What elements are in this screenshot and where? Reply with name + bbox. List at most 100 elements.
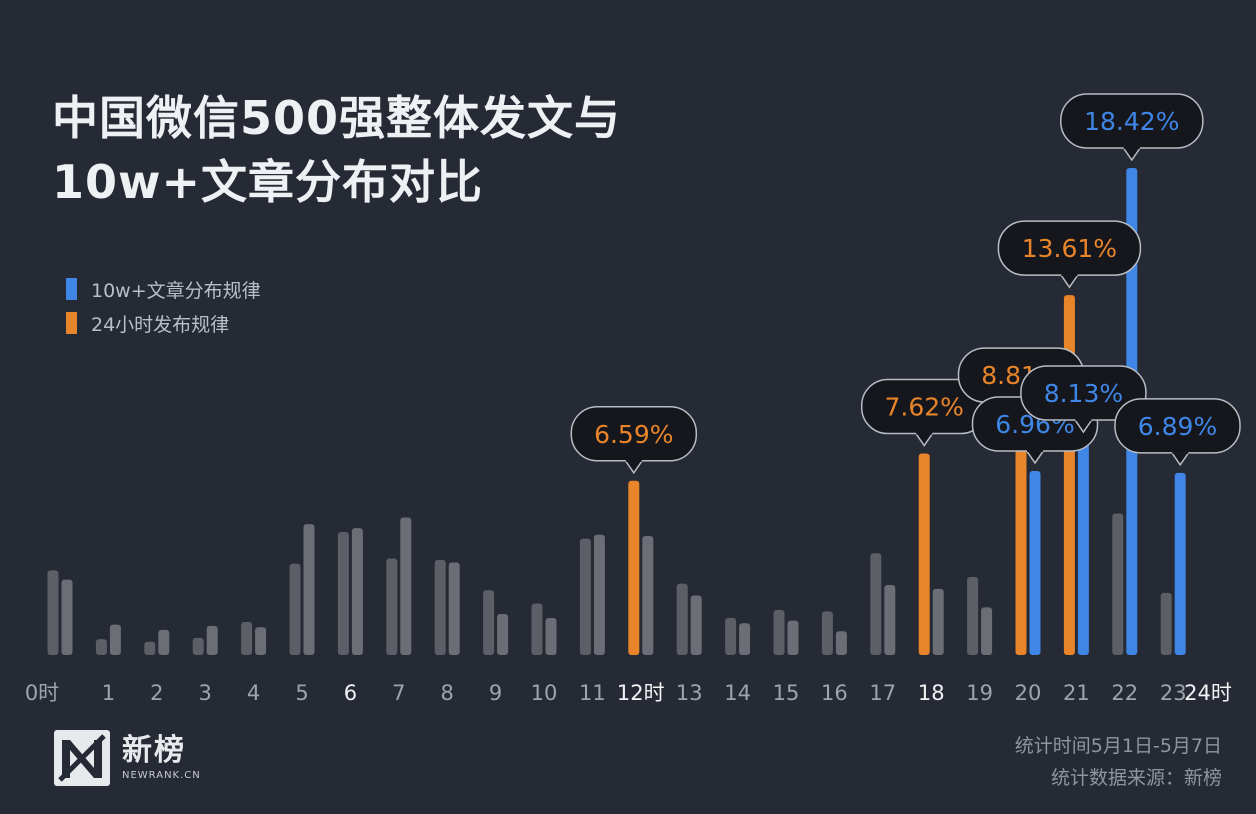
bar-10w-hour-3	[206, 625, 218, 655]
bar-10w-hour-0	[61, 579, 73, 655]
logo-text-en: NEWRANK.CN	[122, 770, 201, 781]
chart-title-line-2: 10w+文章分布对比	[52, 155, 484, 209]
x-tick-label-5: 5	[295, 681, 308, 705]
logo-text-cn: 新榜	[122, 733, 186, 768]
x-tick-label-7: 7	[392, 681, 405, 705]
bar-10w-hour-17	[884, 584, 896, 655]
bar-10w-hour-20	[1029, 470, 1041, 655]
newrank-n-logo-icon	[54, 730, 110, 786]
bar-10w-hour-4	[255, 627, 267, 655]
bar-10w-hour-1	[109, 624, 121, 655]
bar-24h-hour-14	[725, 617, 737, 655]
bar-24h-hour-5	[289, 563, 301, 655]
x-tick-label-6: 6	[344, 681, 357, 705]
callout-label-6: 18.42%	[1084, 107, 1179, 136]
callout-seam-4	[1027, 447, 1043, 452]
callout-seam-0	[625, 457, 642, 462]
bar-24h-hour-3	[192, 637, 204, 655]
newrank-logo: 新榜 NEWRANK.CN	[54, 730, 201, 786]
x-tick-label-20: 20	[1015, 681, 1042, 705]
callout-label-7: 6.89%	[1138, 412, 1217, 441]
legend-swatch-orange	[66, 312, 77, 334]
x-tick-label-3: 3	[199, 681, 212, 705]
bar-24h-hour-10	[531, 603, 543, 655]
callout-label-1: 7.62%	[884, 393, 963, 422]
bar-10w-hour-8	[448, 562, 460, 655]
bar-10w-hour-5	[303, 524, 315, 655]
callout-label-5: 8.13%	[1044, 379, 1123, 408]
callout-seam-6	[1123, 145, 1140, 149]
bar-24h-hour-7	[386, 558, 398, 655]
x-tick-label-19: 19	[966, 681, 993, 705]
bar-24h-hour-19	[967, 577, 979, 655]
bar-24h-hour-18	[918, 453, 930, 655]
x-tick-label-11: 11	[579, 681, 606, 705]
x-tick-label-9: 9	[489, 681, 502, 705]
bar-24h-hour-2	[144, 641, 156, 655]
x-tick-label-16: 16	[821, 681, 848, 705]
chart-title: 中国微信500强整体发文与 10w+文章分布对比	[52, 86, 621, 214]
bar-24h-hour-6	[337, 532, 349, 655]
chart-title-line-1: 中国微信500强整体发文与	[52, 91, 622, 145]
bar-10w-hour-14	[739, 623, 751, 655]
bar-10w-hour-13	[690, 595, 702, 655]
x-tick-label-4: 4	[247, 681, 260, 705]
legend-label-24h: 24小时发布规律	[91, 313, 230, 336]
x-tick-label-13: 13	[676, 681, 703, 705]
bar-10w-hour-9	[497, 614, 509, 655]
bar-24h-hour-13	[676, 583, 688, 655]
bar-24h-hour-4	[241, 621, 253, 655]
x-tick-label-15: 15	[773, 681, 800, 705]
x-tick-label-10: 10	[531, 681, 558, 705]
footer-notes: 统计时间5月1日-5月7日 统计数据来源：新榜	[1015, 730, 1222, 794]
bar-24h-hour-23	[1160, 592, 1172, 655]
x-tick-label-18: 18	[918, 681, 945, 705]
bar-24h-hour-0	[47, 570, 59, 655]
legend-swatch-blue	[66, 278, 77, 300]
bar-10w-hour-23	[1174, 472, 1186, 655]
bar-24h-hour-17	[870, 553, 882, 655]
bar-10w-hour-2	[158, 629, 170, 655]
x-tick-label-1: 1	[102, 681, 115, 705]
bar-24h-hour-1	[95, 639, 107, 655]
x-tick-label-17: 17	[869, 681, 896, 705]
bar-10w-hour-19	[981, 607, 993, 655]
bar-10w-hour-10	[545, 617, 557, 655]
bar-10w-hour-21	[1077, 440, 1089, 655]
legend: 10w+文章分布规律 24小时发布规律	[66, 272, 261, 340]
bar-10w-hour-7	[400, 517, 412, 655]
x-tick-label-14: 14	[724, 681, 751, 705]
bar-24h-hour-15	[773, 610, 785, 655]
bar-10w-hour-16	[835, 631, 847, 655]
legend-label-10w: 10w+文章分布规律	[91, 279, 261, 302]
bar-24h-hour-8	[434, 559, 446, 655]
x-tick-label-12: 12时	[617, 681, 665, 705]
callout-seam-7	[1172, 449, 1189, 454]
x-tick-label-0: 0时	[25, 681, 59, 705]
bar-24h-hour-9	[483, 590, 495, 655]
x-tick-label-23: 23	[1160, 681, 1187, 705]
bar-24h-hour-20	[1015, 422, 1027, 655]
callout-label-0: 6.59%	[594, 420, 673, 449]
bar-10w-hour-15	[787, 620, 799, 655]
bar-24h-hour-22	[1112, 513, 1124, 655]
x-tick-label-8: 8	[441, 681, 454, 705]
x-tick-label-21: 21	[1063, 681, 1090, 705]
footer-source: 统计数据来源：新榜	[1050, 767, 1222, 789]
x-tick-label-24: 24时	[1184, 681, 1232, 705]
legend-item-24h: 24小时发布规律	[66, 306, 261, 340]
bar-10w-hour-6	[351, 528, 363, 655]
callout-seam-5	[1075, 417, 1092, 422]
callout-seam-3	[1061, 272, 1078, 277]
x-tick-label-2: 2	[150, 681, 163, 705]
bar-10w-hour-18	[932, 588, 944, 655]
bar-10w-hour-11	[593, 534, 605, 655]
callout-label-3: 13.61%	[1022, 234, 1117, 263]
callout-seam-1	[916, 430, 933, 435]
bar-24h-hour-16	[821, 611, 833, 655]
bar-24h-hour-11	[579, 538, 591, 655]
legend-item-10w: 10w+文章分布规律	[66, 272, 261, 306]
footer-period: 统计时间5月1日-5月7日	[1014, 735, 1222, 757]
bar-10w-hour-12	[642, 536, 654, 655]
